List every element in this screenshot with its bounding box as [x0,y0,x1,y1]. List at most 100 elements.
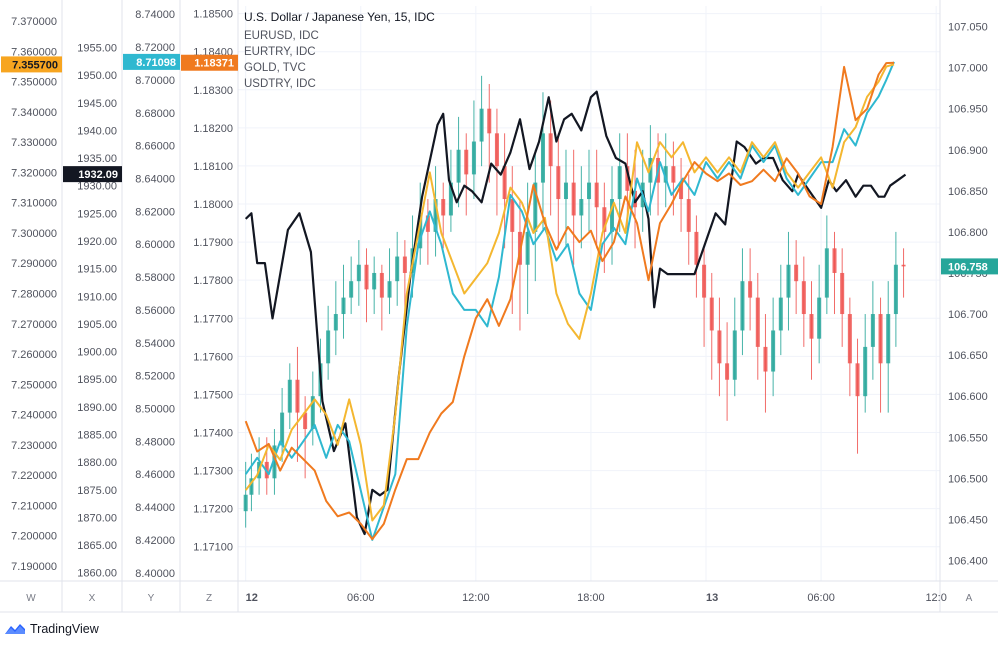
axis-tick-label-y: 8.72000 [135,42,175,54]
axis-tick-label-x: 1890.00 [77,402,117,414]
candle-body [679,182,684,200]
scale-label-a[interactable]: A [966,593,973,604]
axis-tick-label-w: 7.290000 [11,258,57,270]
candlesticks [243,75,906,528]
axis-tick-label-y: 8.60000 [135,239,175,251]
candle-body [763,346,768,372]
last-price-label-y: 8.71098 [136,57,176,69]
candle-body [786,264,791,298]
candle-body [602,207,607,232]
candle-body [893,264,898,315]
candle-body [740,281,745,331]
axis-tick-label-x: 1895.00 [77,374,117,386]
candle-body [563,182,568,200]
axis-tick-label-z: 1.17700 [193,313,233,325]
candle-body [610,199,615,232]
chart-title: U.S. Dollar / Japanese Yen, 15, IDC [244,10,435,24]
axis-tick-label-a: 106.800 [948,227,988,239]
legend-item-eurusd[interactable]: EURUSD, IDC [244,30,319,42]
axis-tick-label-y: 8.70000 [135,75,175,87]
last-price-label-w: 7.355700 [12,59,58,71]
legend-item-usdtry[interactable]: USDTRY, IDC [244,78,316,90]
candle-body [686,199,691,232]
last-price-tags: 7.355700 1932.09 8.71098 1.18371 106.758 [1,53,998,275]
candle-body [671,166,676,183]
axis-tick-label-a: 106.700 [948,309,988,321]
axis-tick-label-y: 8.54000 [135,338,175,350]
axis-tick-label-w: 7.310000 [11,198,57,210]
axis-tick-label-z: 1.17200 [193,504,233,516]
time-tick-label: 18:00 [577,592,605,604]
time-tick-label: 12:0 [925,592,946,604]
scale-label-y[interactable]: Y [148,593,155,604]
tradingview-branding[interactable]: TradingView [4,622,99,636]
legend-item-eurtry[interactable]: EURTRY, IDC [244,46,316,58]
candle-body [395,256,400,282]
scale-label-z[interactable]: Z [206,593,212,604]
axis-tick-label-y: 8.58000 [135,272,175,284]
candle-body [840,272,845,315]
candle-body [548,133,553,167]
axis-tick-label-x: 1925.00 [77,208,117,220]
candle-body [648,157,653,183]
last-price-label-z: 1.18371 [194,58,234,70]
price-axes[interactable]: 7.370000 7.360000 7.350000 7.340000 7.330000… [0,0,998,613]
candle-body [878,314,883,364]
time-tick-label: 06:00 [347,592,375,604]
candle-body [556,166,561,200]
axis-tick-label-a: 106.450 [948,514,988,526]
axis-tick-label-a: 106.400 [948,555,988,567]
series-line-usdtry [244,63,895,522]
candle-body [663,166,668,183]
candle-body [464,149,469,175]
axis-tick-label-y: 8.74000 [135,9,175,21]
candle-body [855,363,860,397]
last-price-tag-w [1,56,62,73]
candle-body [732,330,737,380]
scale-label-w[interactable]: W [26,593,36,604]
candle-body [847,314,852,364]
candle-body [625,166,630,191]
grid [238,6,940,581]
legend-item-gold[interactable]: GOLD, TVC [244,62,306,74]
candle-body [755,297,760,347]
time-axis[interactable]: 12 06:00 12:00 18:00 13 06:00 12:0 [246,592,947,604]
axis-tick-label-w: 7.270000 [11,319,57,331]
candle-body [525,231,530,265]
candle-body [901,264,906,267]
axis-tick-label-z: 1.17400 [193,427,233,439]
candle-body [287,379,292,413]
axis-tick-label-w: 7.320000 [11,167,57,179]
candle-body [349,281,354,298]
axis-tick-label-y: 8.56000 [135,305,175,317]
candle-body [364,264,369,290]
tradingview-logo-icon [5,624,25,634]
axis-tick-label-x: 1950.00 [77,70,117,82]
axis-tick-label-a: 107.050 [948,22,988,34]
axis-tick-label-w: 7.210000 [11,500,57,512]
axis-tick-label-w: 7.220000 [11,470,57,482]
last-price-tag-x [63,166,122,183]
candle-body [280,412,285,446]
candle-body [571,182,576,216]
axis-tick-label-w: 7.260000 [11,349,57,361]
candle-body [709,297,714,331]
candle-body [533,182,538,232]
axis-tick-label-z: 1.17800 [193,275,233,287]
candle-body [487,108,492,134]
axis-tick-label-x: 1920.00 [77,236,117,248]
candle-body [326,330,331,364]
axis-tick-label-y: 8.50000 [135,404,175,416]
candle-body [295,379,300,413]
candle-body [801,281,806,315]
axis-tick-label-w: 7.200000 [11,531,57,543]
last-price-tag-y [123,53,180,70]
candle-body [617,166,622,200]
scale-label-x[interactable]: X [89,593,96,604]
candle-body [379,272,384,298]
axis-tick-label-x: 1860.00 [77,568,117,580]
candle-body [771,330,776,372]
candle-body [824,248,829,298]
last-price-label-a: 106.758 [948,261,988,273]
